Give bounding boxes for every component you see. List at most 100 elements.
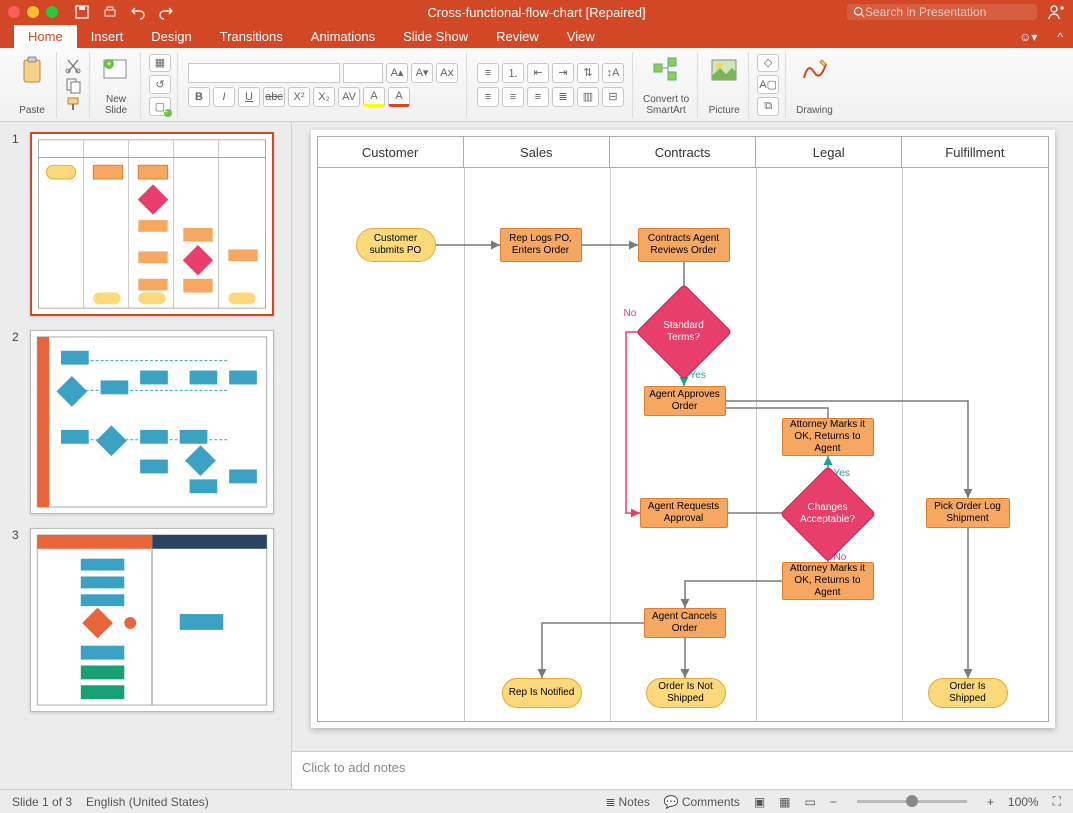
tab-review[interactable]: Review	[482, 25, 553, 48]
flowchart-process[interactable]: Rep Logs PO, Enters Order	[500, 228, 582, 262]
zoom-in-button[interactable]: +	[987, 795, 994, 809]
arrange-icon[interactable]: ⧉	[757, 97, 779, 116]
indent-left-icon[interactable]: ⇤	[527, 63, 549, 83]
shapes-icon[interactable]: ◇	[757, 54, 779, 73]
layout-icon[interactable]: ▦	[149, 54, 171, 73]
close-icon[interactable]	[8, 6, 20, 18]
minimize-icon[interactable]	[27, 6, 39, 18]
new-slide-label: New Slide	[105, 94, 127, 116]
tab-home[interactable]: Home	[14, 25, 77, 48]
sorter-view-icon[interactable]: ▦	[779, 795, 790, 809]
numbering-icon[interactable]: ⒈	[502, 63, 524, 83]
bold-button[interactable]: B	[188, 87, 210, 107]
zoom-slider[interactable]	[857, 800, 967, 803]
new-slide-icon[interactable]: +	[100, 54, 132, 86]
thumb-number: 1	[12, 132, 22, 316]
italic-button[interactable]: I	[213, 87, 235, 107]
lane-headers: CustomerSalesContractsLegalFulfillment	[317, 136, 1049, 168]
paste-icon[interactable]	[16, 54, 48, 86]
tab-transitions[interactable]: Transitions	[206, 25, 297, 48]
align-left-icon[interactable]: ≡	[477, 87, 499, 107]
search-icon	[853, 6, 865, 18]
char-spacing-icon[interactable]: AV	[338, 87, 360, 107]
flowchart-terminator[interactable]: Order Is Not Shipped	[646, 678, 726, 708]
flowchart-process[interactable]: Attorney Marks it OK, Returns to Agent	[782, 562, 874, 600]
tab-animations[interactable]: Animations	[297, 25, 389, 48]
slide[interactable]: CustomerSalesContractsLegalFulfillmentYe…	[311, 130, 1055, 728]
picture-icon[interactable]	[708, 54, 740, 86]
drawing-icon[interactable]	[798, 54, 830, 86]
font-color-icon[interactable]: A	[388, 87, 410, 107]
slide-thumbnail-3[interactable]	[30, 528, 274, 712]
redo-icon[interactable]	[158, 4, 174, 20]
tab-insert[interactable]: Insert	[77, 25, 138, 48]
search-input[interactable]	[865, 5, 1031, 19]
zoom-level[interactable]: 100%	[1008, 795, 1039, 809]
flowchart-process[interactable]: Contracts Agent Reviews Order	[638, 228, 730, 262]
font-size-select[interactable]	[343, 63, 383, 83]
superscript-button[interactable]: X²	[288, 87, 310, 107]
normal-view-icon[interactable]: ▣	[754, 795, 765, 809]
indent-right-icon[interactable]: ⇥	[552, 63, 574, 83]
flowchart-process[interactable]: Agent Cancels Order	[644, 608, 726, 638]
line-spacing-icon[interactable]: ⇅	[577, 63, 599, 83]
bullets-icon[interactable]: ≡	[477, 63, 499, 83]
slides-extra: ▦ ↺ ▢+	[143, 52, 178, 118]
align-center-icon[interactable]: ≡	[502, 87, 524, 107]
flowchart-terminator[interactable]: Order Is Shipped	[928, 678, 1008, 708]
strike-button[interactable]: abc	[263, 87, 285, 107]
emoji-button[interactable]: ☺▾	[1009, 26, 1047, 48]
align-text-icon[interactable]: ⊟	[602, 87, 624, 107]
thumbnail-pane[interactable]: 123	[0, 122, 292, 789]
picture-label: Picture	[709, 105, 740, 116]
lane-header: Customer	[318, 137, 464, 167]
undo-icon[interactable]	[130, 4, 146, 20]
section-icon[interactable]: ▢+	[149, 97, 171, 116]
tab-view[interactable]: View	[553, 25, 609, 48]
tab-slide-show[interactable]: Slide Show	[389, 25, 482, 48]
format-painter-icon[interactable]	[65, 96, 83, 112]
notes-pane[interactable]: Click to add notes	[292, 751, 1073, 789]
search-box[interactable]	[847, 4, 1037, 20]
share-icon[interactable]	[1047, 3, 1065, 21]
print-icon[interactable]	[102, 4, 118, 20]
text-direction-icon[interactable]: ↕A	[602, 63, 624, 83]
flowchart-terminator[interactable]: Rep Is Notified	[502, 678, 582, 708]
fit-to-window-icon[interactable]: ⛶	[1053, 794, 1061, 809]
save-icon[interactable]	[74, 4, 90, 20]
justify-icon[interactable]: ≣	[552, 87, 574, 107]
flowchart-process[interactable]: Agent Approves Order	[644, 386, 726, 416]
reset-icon[interactable]: ↺	[149, 75, 171, 94]
comments-toggle[interactable]: 💬 Comments	[664, 795, 740, 809]
flowchart-terminator[interactable]: Customer submits PO	[356, 228, 436, 262]
clear-format-icon[interactable]: Aⅹ	[436, 63, 458, 83]
tab-design[interactable]: Design	[137, 25, 205, 48]
zoom-out-button[interactable]: −	[830, 795, 837, 809]
text-box-icon[interactable]: A▢	[757, 75, 779, 94]
slide-thumbnail-2[interactable]	[30, 330, 274, 514]
shrink-font-icon[interactable]: A▾	[411, 63, 433, 83]
maximize-icon[interactable]	[46, 6, 58, 18]
cut-icon[interactable]	[65, 58, 83, 74]
notes-toggle[interactable]: ≣ Notes	[605, 795, 649, 809]
flowchart-decision[interactable]: Standard Terms?	[650, 298, 718, 366]
copy-icon[interactable]	[65, 77, 83, 93]
slide-thumbnail-1[interactable]	[30, 132, 274, 316]
flowchart-process[interactable]: Agent Requests Approval	[640, 498, 728, 528]
smartart-icon[interactable]	[650, 54, 682, 86]
flowchart-decision[interactable]: Changes Acceptable?	[794, 480, 862, 548]
flowchart-process[interactable]: Pick Order Log Shipment	[926, 498, 1010, 528]
subscript-button[interactable]: X₂	[313, 87, 335, 107]
collapse-ribbon-icon[interactable]: ^	[1047, 26, 1073, 48]
flowchart-process[interactable]: Attorney Marks it OK, Returns to Agent	[782, 418, 874, 456]
columns-icon[interactable]: ▥	[577, 87, 599, 107]
grow-font-icon[interactable]: A▴	[386, 63, 408, 83]
highlight-icon[interactable]: A	[363, 87, 385, 107]
slide-indicator: Slide 1 of 3	[12, 795, 72, 809]
language-indicator[interactable]: English (United States)	[86, 795, 209, 809]
canvas-area: CustomerSalesContractsLegalFulfillmentYe…	[292, 122, 1073, 789]
font-name-select[interactable]	[188, 63, 340, 83]
slideshow-view-icon[interactable]: ▭	[805, 795, 816, 809]
underline-button[interactable]: U	[238, 87, 260, 107]
align-right-icon[interactable]: ≡	[527, 87, 549, 107]
